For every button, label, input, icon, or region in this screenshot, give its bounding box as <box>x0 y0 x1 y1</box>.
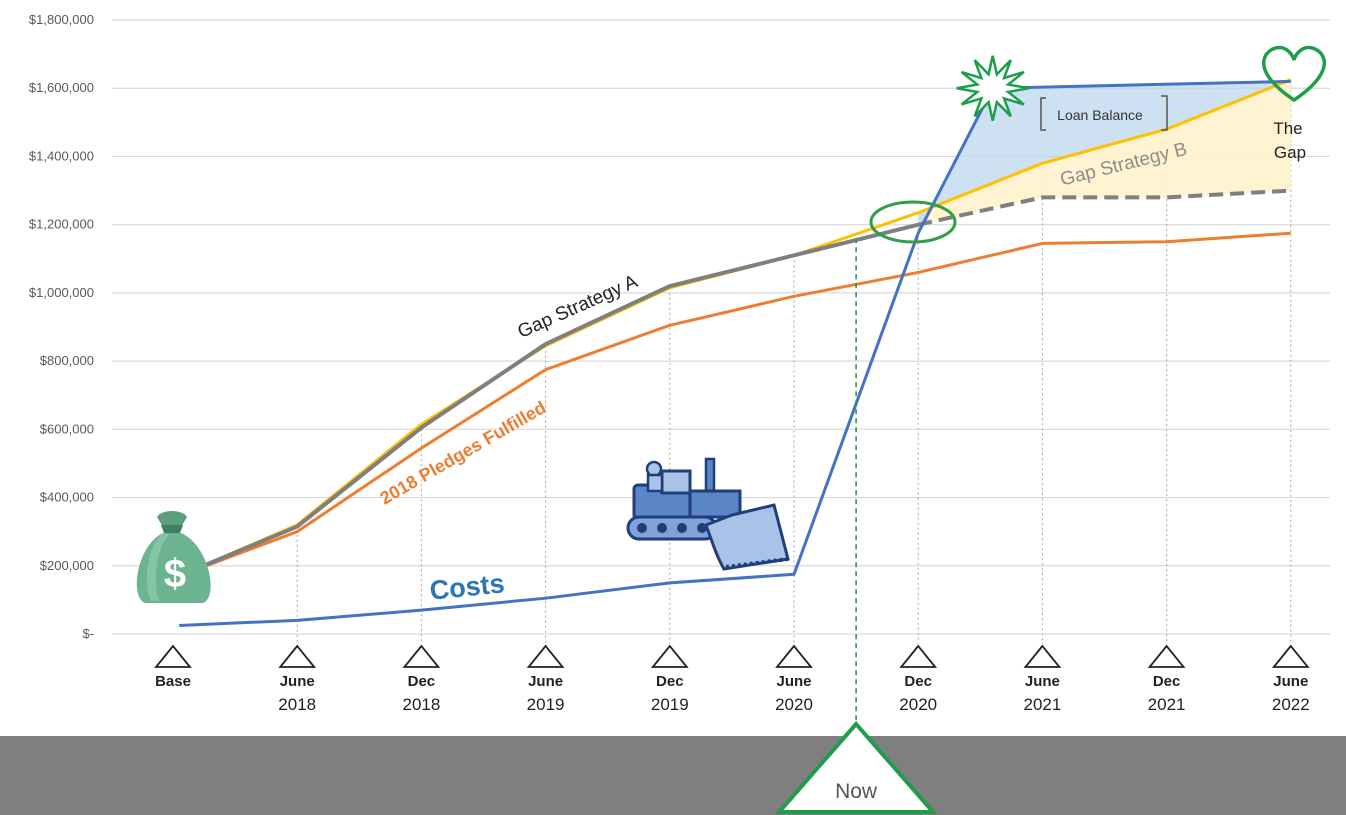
money-bag-symbol: $ <box>164 552 186 596</box>
money-bag-icon: $ <box>136 511 211 603</box>
loan-balance-bracket-right <box>1161 95 1168 131</box>
costs-label: Costs <box>428 568 506 606</box>
2018-pledges-fulfilled-line <box>178 231 1291 578</box>
costs-line <box>179 79 1291 627</box>
x-tick-label-year: 2022 <box>1272 695 1310 714</box>
the-gap-label-line2: Gap <box>1274 143 1306 162</box>
x-tick-triangle <box>899 644 938 668</box>
x-axis: Base June 2018 Dec 2018 June 2019 Dec 2019 June 20… <box>154 644 1310 714</box>
y-tick-label: $1,600,000 <box>29 80 94 95</box>
grid-lines <box>112 19 1330 635</box>
y-axis: $- $200,000 $400,000 $600,000 $800,000 $1,000… <box>29 12 94 641</box>
x-tick-label: June <box>528 673 563 690</box>
x-tick-label-year: 2021 <box>1023 695 1061 714</box>
x-tick-label-year: 2019 <box>651 695 689 714</box>
x-tick-label: June <box>1025 673 1060 690</box>
x-tick-label-year: 2018 <box>402 695 440 714</box>
heart-icon <box>1261 45 1327 103</box>
x-tick-triangle <box>526 644 565 668</box>
x-tick-label-year: 2019 <box>527 695 565 714</box>
now-marker: Now <box>774 238 938 814</box>
the-gap-label-line1: The <box>1273 119 1302 138</box>
burst-icon <box>956 55 1029 121</box>
y-tick-label: $- <box>82 626 94 641</box>
intersection-ellipse <box>869 200 957 244</box>
loan-balance-area <box>918 79 1291 234</box>
y-tick-label: $800,000 <box>40 353 94 368</box>
x-tick-label-year: 2020 <box>775 695 813 714</box>
gap-strategy-a-line-dashed <box>917 188 1291 227</box>
x-tick-triangle <box>402 644 441 668</box>
x-tick-triangle <box>154 644 192 668</box>
x-tick-label: June <box>1273 673 1308 690</box>
x-tick-triangle <box>1147 644 1186 668</box>
x-tick-label: Base <box>155 673 191 690</box>
x-tick-triangle <box>650 644 689 668</box>
x-tick-triangle <box>1023 644 1062 668</box>
bulldozer-icon <box>626 457 790 571</box>
series-lines <box>178 78 1292 627</box>
y-tick-label: $1,200,000 <box>29 217 94 232</box>
x-tick-triangle <box>775 644 813 668</box>
y-tick-label: $1,800,000 <box>29 12 94 27</box>
now-label: Now <box>835 780 878 803</box>
x-tick-label: Dec <box>904 673 932 690</box>
x-tick-label-year: 2021 <box>1148 695 1186 714</box>
y-tick-label: $200,000 <box>40 558 94 573</box>
gap-strategy-a-line <box>178 222 919 578</box>
loan-balance-bracket-left <box>1040 97 1046 131</box>
y-tick-label: $600,000 <box>40 421 94 436</box>
pledges-label: 2018 Pledges Fulfilled <box>377 397 550 508</box>
y-tick-label: $1,400,000 <box>29 148 94 163</box>
y-tick-label: $400,000 <box>40 490 94 505</box>
x-tick-label: June <box>280 673 315 690</box>
area-fills <box>918 79 1291 234</box>
x-tick-label-year: 2020 <box>899 695 937 714</box>
x-tick-label: Dec <box>656 673 684 690</box>
x-tick-triangle <box>1271 644 1310 668</box>
x-tick-label: Dec <box>1153 673 1181 690</box>
footer-band <box>0 736 1346 815</box>
now-triangle <box>774 720 938 814</box>
gap-area <box>918 79 1291 225</box>
x-tick-label: June <box>776 673 811 690</box>
x-tick-label-year: 2018 <box>278 695 316 714</box>
x-tick-label: Dec <box>408 673 436 690</box>
y-tick-label: $1,000,000 <box>29 285 94 300</box>
x-tick-triangle <box>278 644 317 668</box>
loan-balance-label: Loan Balance <box>1057 107 1143 123</box>
